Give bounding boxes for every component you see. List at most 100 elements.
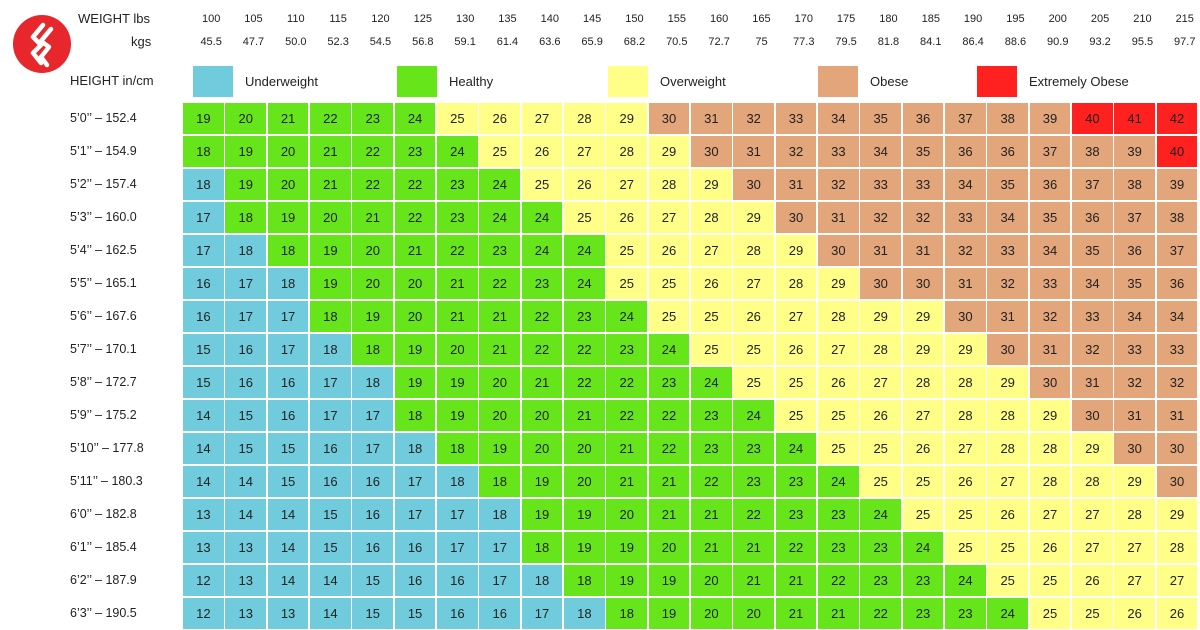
bmi-cell: 29 <box>816 267 860 300</box>
bmi-cell: 23 <box>435 201 479 234</box>
bmi-cell: 30 <box>1070 399 1114 432</box>
bmi-cell: 29 <box>986 366 1030 399</box>
bmi-cell: 18 <box>308 333 352 366</box>
bmi-cell: 23 <box>689 432 733 465</box>
bmi-cell: 26 <box>816 366 860 399</box>
weight-lbs-label: 200 <box>1048 13 1067 25</box>
bmi-cell: 18 <box>478 465 522 498</box>
bmi-cell: 24 <box>647 333 691 366</box>
bmi-cell: 29 <box>774 234 818 267</box>
bmi-cell: 26 <box>1155 597 1199 630</box>
bmi-cell: 38 <box>1155 201 1199 234</box>
legend-swatch <box>608 66 648 97</box>
bmi-cell: 19 <box>308 234 352 267</box>
bmi-cell: 26 <box>1113 597 1157 630</box>
bmi-cell: 23 <box>859 564 903 597</box>
bmi-cell: 17 <box>266 300 310 333</box>
bmi-cell: 20 <box>478 399 522 432</box>
weight-kg-label: 61.4 <box>496 36 519 48</box>
bmi-cell: 31 <box>816 201 860 234</box>
bmi-cell: 27 <box>520 102 564 135</box>
bmi-cell: 30 <box>774 201 818 234</box>
weight-kg-label: 72.7 <box>708 36 730 48</box>
weight-lbs-label: 110 <box>287 13 305 25</box>
height-label: 5’9’’ – 175.2 <box>70 408 137 422</box>
bmi-cell: 29 <box>605 102 649 135</box>
bmi-cell: 29 <box>943 333 987 366</box>
bmi-cell: 20 <box>689 564 733 597</box>
bmi-cell: 37 <box>1028 135 1072 168</box>
weight-lbs-label: 205 <box>1090 13 1110 25</box>
bmi-cell: 25 <box>605 234 649 267</box>
bmi-cell: 18 <box>224 234 268 267</box>
legend-label: Obese <box>870 74 909 89</box>
bmi-cell: 33 <box>1155 333 1199 366</box>
bmi-cell: 25 <box>901 498 945 531</box>
bmi-cell: 24 <box>859 498 903 531</box>
bmi-cell: 35 <box>986 168 1030 201</box>
bmi-cell: 18 <box>266 267 310 300</box>
bmi-cell: 28 <box>605 135 649 168</box>
weight-kg-label: 56.8 <box>412 36 434 48</box>
bmi-cell: 16 <box>308 465 352 498</box>
bmi-cell: 33 <box>774 102 818 135</box>
bmi-cell: 19 <box>478 432 522 465</box>
bmi-cell: 18 <box>520 531 564 564</box>
bmi-cell: 31 <box>943 267 987 300</box>
legend-swatch <box>977 66 1017 97</box>
bmi-cell: 17 <box>351 399 395 432</box>
weight-kg-label: 63.6 <box>539 36 561 48</box>
bmi-cell: 17 <box>435 531 479 564</box>
weight-kg-label: 50.0 <box>285 36 307 48</box>
bmi-cell: 32 <box>859 201 903 234</box>
bmi-cell: 25 <box>478 135 522 168</box>
bmi-cell: 25 <box>435 102 479 135</box>
height-label: 6’2’’ – 187.9 <box>70 573 137 587</box>
bmi-cell: 30 <box>943 300 987 333</box>
weight-lbs-label: 210 <box>1133 13 1152 25</box>
bmi-cell: 18 <box>393 399 437 432</box>
bmi-cell: 25 <box>901 465 945 498</box>
bmi-cell: 29 <box>1028 399 1072 432</box>
bmi-cell: 15 <box>308 498 352 531</box>
weight-kg-label: 52.3 <box>327 36 349 48</box>
bmi-cell: 22 <box>478 267 522 300</box>
bmi-cell: 32 <box>774 135 818 168</box>
bmi-cell: 17 <box>224 267 268 300</box>
bmi-cell: 23 <box>647 366 691 399</box>
bmi-cell: 25 <box>816 432 860 465</box>
bmi-cell: 24 <box>562 267 606 300</box>
bmi-cell: 20 <box>520 399 564 432</box>
bmi-cell: 17 <box>308 366 352 399</box>
bmi-cell: 19 <box>393 366 437 399</box>
bmi-cell: 19 <box>224 168 268 201</box>
bmi-cell: 29 <box>1155 498 1199 531</box>
bmi-cell: 28 <box>689 201 733 234</box>
bmi-cell: 16 <box>182 300 225 333</box>
bmi-cell: 30 <box>901 267 945 300</box>
bmi-cell: 18 <box>435 432 479 465</box>
bmi-cell: 30 <box>859 267 903 300</box>
bmi-cell: 27 <box>901 399 945 432</box>
bmi-cell: 18 <box>182 135 225 168</box>
bmi-cell: 19 <box>647 597 691 630</box>
bmi-cell: 20 <box>266 135 310 168</box>
bmi-cell: 22 <box>605 366 649 399</box>
bmi-cell: 16 <box>351 531 395 564</box>
bmi-cell: 21 <box>435 300 479 333</box>
bmi-cell: 22 <box>689 465 733 498</box>
bmi-cell: 36 <box>901 102 945 135</box>
bmi-cell: 22 <box>859 597 903 630</box>
bmi-cell: 22 <box>520 300 564 333</box>
bmi-cell: 31 <box>859 234 903 267</box>
bmi-cell: 28 <box>1155 531 1199 564</box>
bmi-cell: 26 <box>986 498 1030 531</box>
bmi-cell: 35 <box>1113 267 1157 300</box>
bmi-cell: 29 <box>647 135 691 168</box>
bmi-cell: 21 <box>266 102 310 135</box>
bmi-cell: 25 <box>1070 597 1114 630</box>
bmi-cell: 30 <box>986 333 1030 366</box>
bmi-cell: 31 <box>1028 333 1072 366</box>
bmi-cell: 37 <box>1113 201 1157 234</box>
bmi-cell: 27 <box>647 201 691 234</box>
